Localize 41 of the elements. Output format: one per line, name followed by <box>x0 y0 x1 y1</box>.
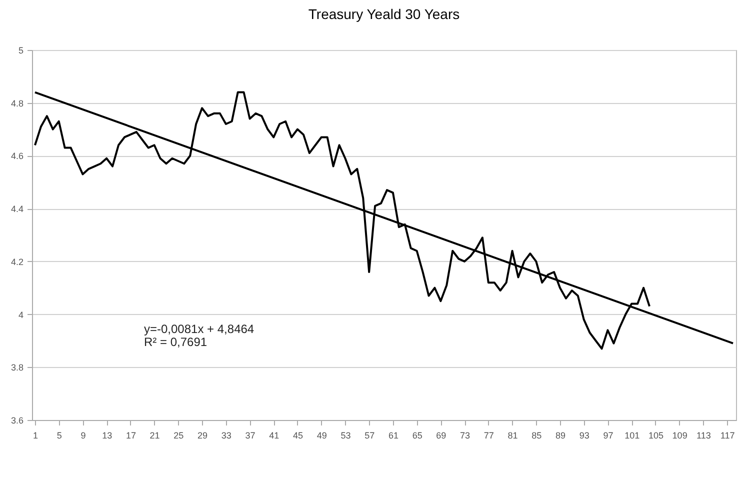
x-tick-label: 41 <box>269 430 280 440</box>
y-tick-label: 5 <box>18 46 24 56</box>
x-tick-label: 29 <box>198 430 208 440</box>
x-tick-label: 101 <box>624 430 640 440</box>
y-tick-label: 3.6 <box>10 416 24 426</box>
x-tick-label: 37 <box>245 430 256 440</box>
x-tick-label: 69 <box>436 430 446 440</box>
x-tick-label: 1 <box>32 430 38 440</box>
x-tick-label: 97 <box>603 430 614 440</box>
y-tick-label: 4.4 <box>10 204 24 214</box>
x-tick-label: 117 <box>720 430 735 440</box>
y-tick-label: 4.2 <box>10 256 24 267</box>
x-tick-label: 65 <box>412 430 422 440</box>
x-tick-label: 25 <box>174 430 184 440</box>
x-tick-label: 49 <box>316 430 327 440</box>
x-tick-label: 33 <box>221 430 232 440</box>
x-tick-label: 13 <box>102 430 112 440</box>
x-tick-label: 73 <box>460 430 470 440</box>
x-tick-label: 61 <box>388 430 398 440</box>
chart-title: Treasury Yeald 30 Years <box>308 6 460 22</box>
y-tick-label: 3.8 <box>10 362 24 373</box>
x-tick-label: 57 <box>364 430 375 440</box>
y-tick-label: 4.6 <box>10 151 24 162</box>
x-tick-label: 21 <box>150 430 160 440</box>
x-tick-label: 89 <box>555 430 566 440</box>
x-tick-label: 17 <box>126 430 136 440</box>
annotation: y=-0,0081x + 4,8464 <box>144 322 254 336</box>
y-tick-label: 4.8 <box>10 98 24 108</box>
x-tick-label: 105 <box>648 430 664 440</box>
x-tick-label: 53 <box>340 430 351 440</box>
x-tick-label: 81 <box>508 430 518 440</box>
x-tick-label: 85 <box>532 430 542 440</box>
x-tick-label: 5 <box>56 430 62 440</box>
x-tick-label: 45 <box>292 430 303 440</box>
x-tick-label: 113 <box>696 430 711 440</box>
annotation: R² = 0,7691 <box>144 335 208 349</box>
x-tick-label: 9 <box>80 430 86 440</box>
x-tick-label: 77 <box>484 430 494 440</box>
x-tick-label: 109 <box>672 430 688 440</box>
y-tick-label: 4 <box>18 310 24 320</box>
x-tick-label: 93 <box>579 430 590 440</box>
